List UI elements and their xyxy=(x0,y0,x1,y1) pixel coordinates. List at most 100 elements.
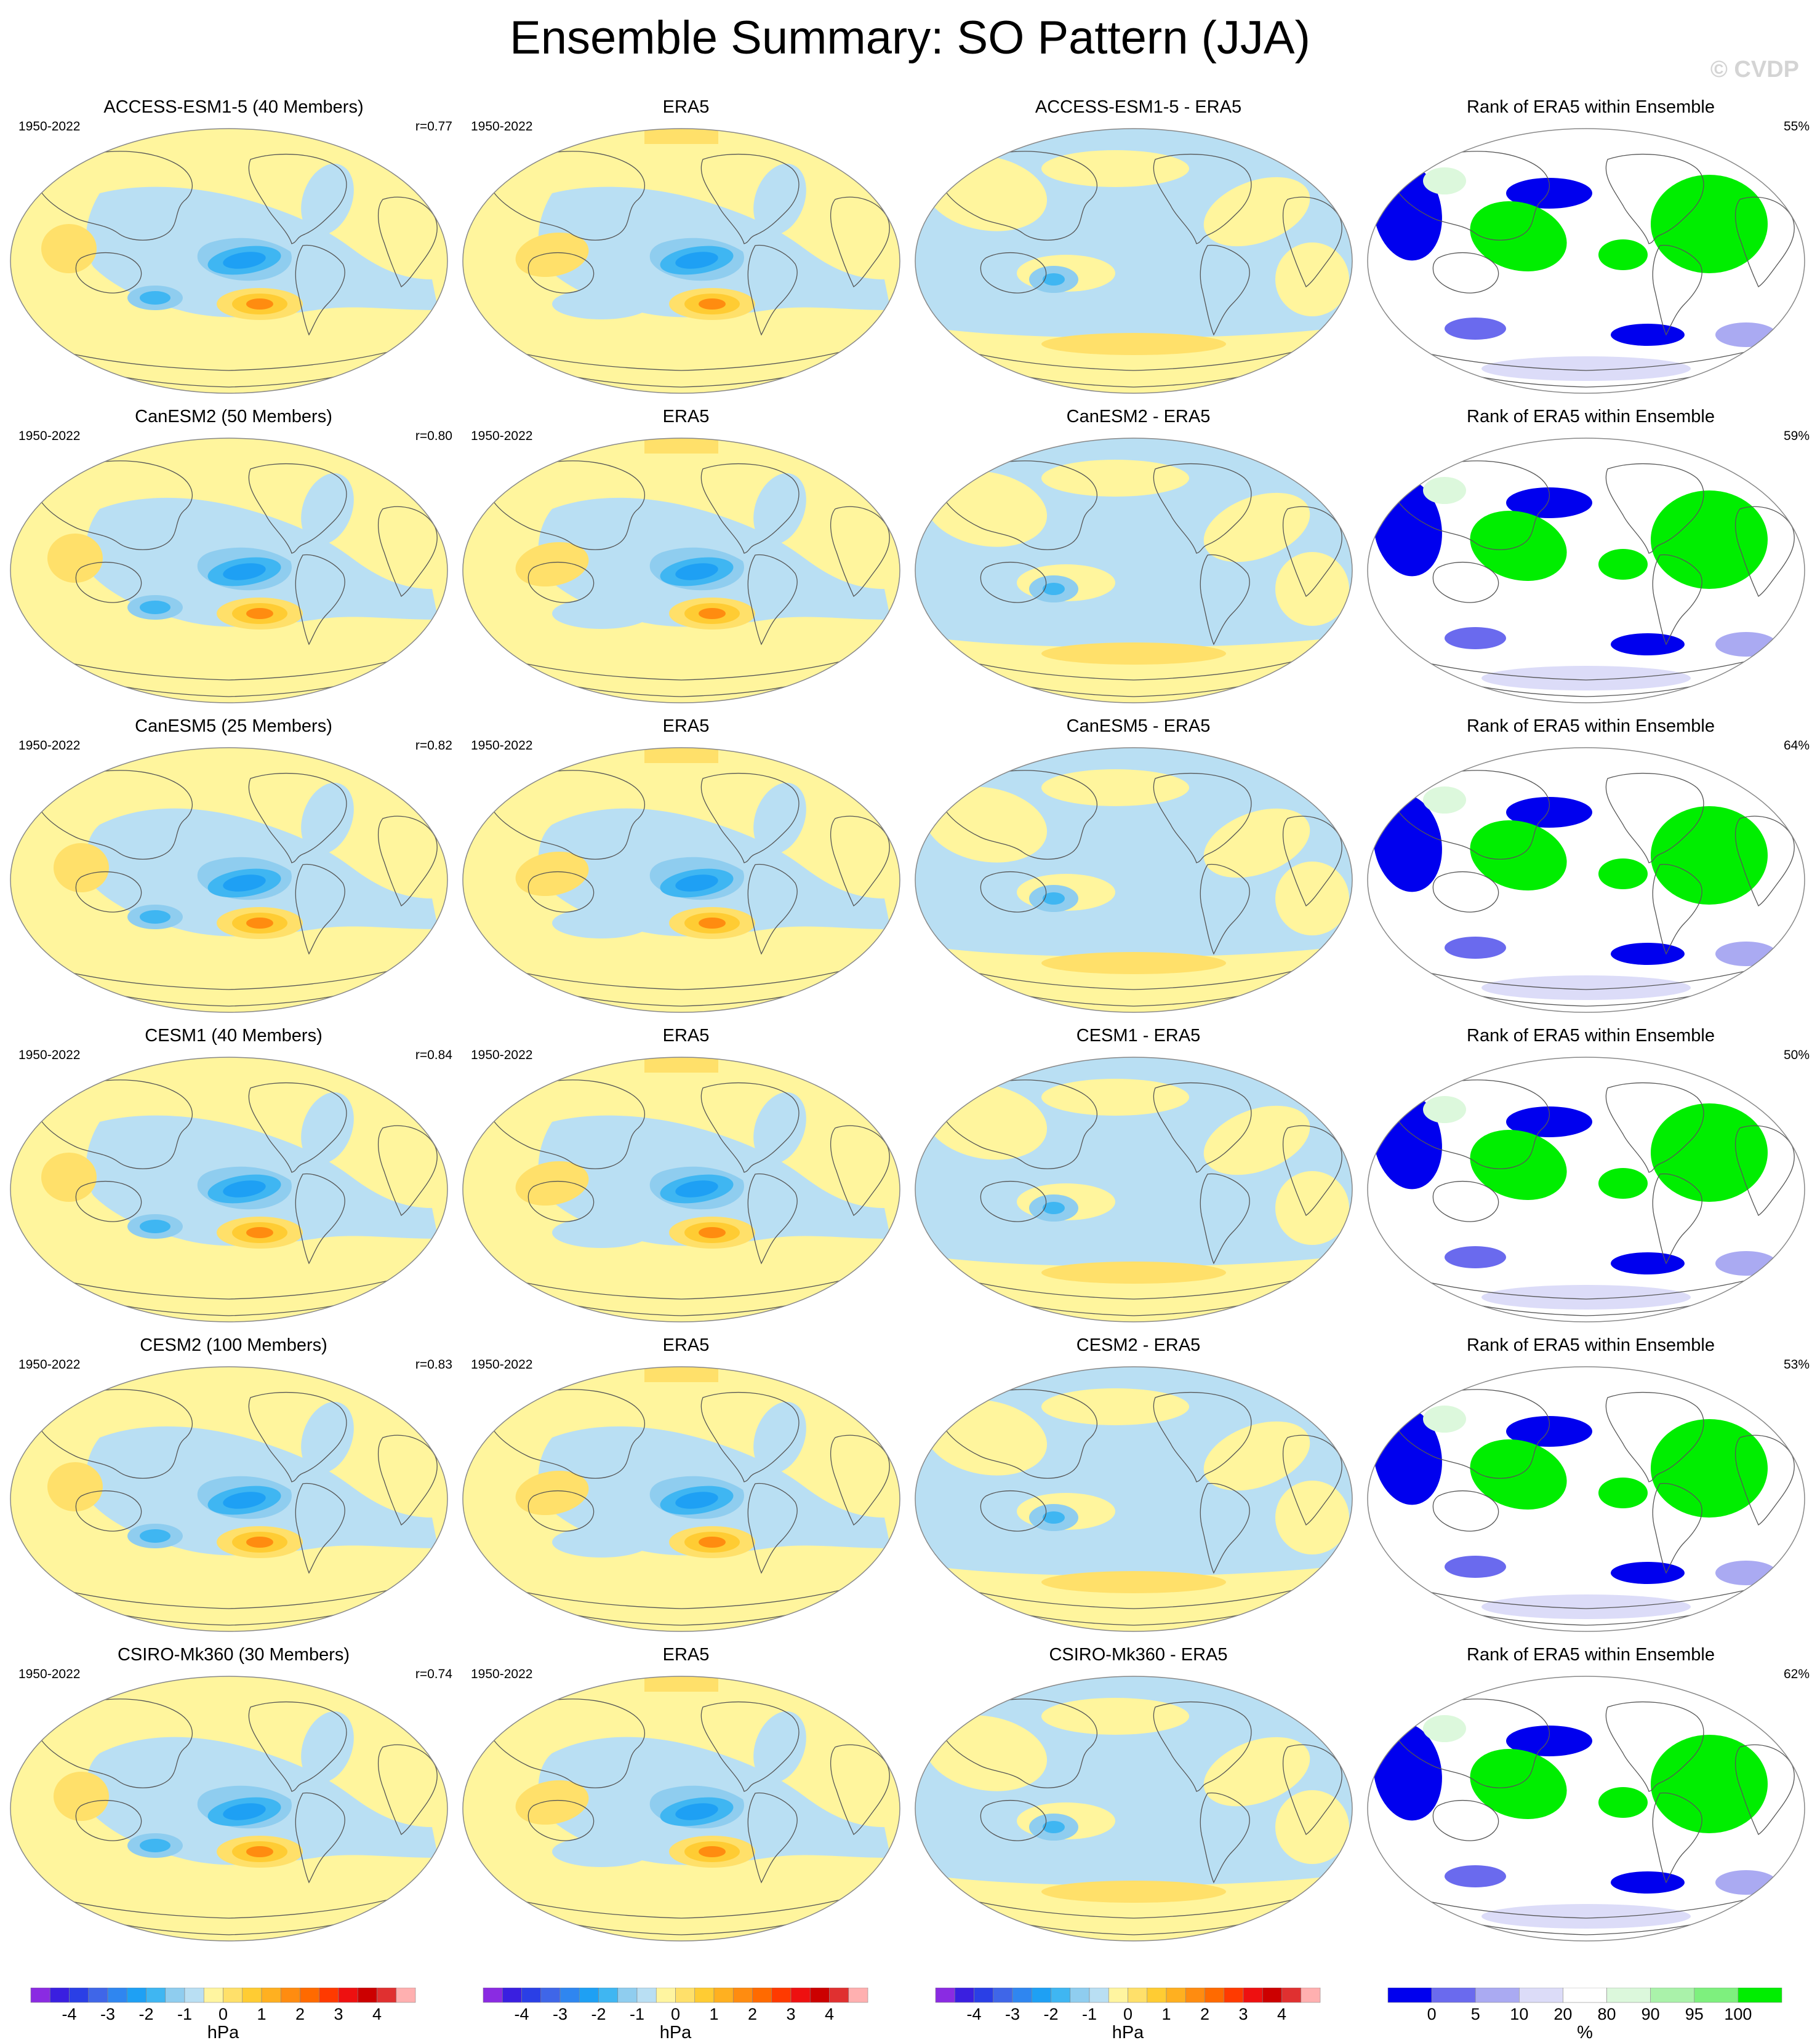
map-2-1 xyxy=(462,747,900,1013)
colorbar-swatch xyxy=(829,1988,849,2003)
colorbar-swatch xyxy=(974,1988,994,2003)
panel-title: Rank of ERA5 within Ensemble xyxy=(1467,1645,1715,1665)
coastline-africa xyxy=(830,506,890,597)
coastline-namerica xyxy=(1605,463,1704,554)
colorbar-swatch xyxy=(771,1988,792,2003)
coastline-samerica xyxy=(747,554,798,646)
colorbar-swatch xyxy=(1519,1988,1563,2003)
coastline-asia xyxy=(489,460,645,550)
coastline-samerica xyxy=(1200,1173,1250,1265)
colorbar-swatch xyxy=(1166,1988,1186,2003)
panel-title: ERA5 xyxy=(662,1645,710,1665)
coastline-namerica xyxy=(700,463,800,554)
colorbar-swatch xyxy=(559,1988,580,2003)
colorbar-swatch xyxy=(146,1988,166,2003)
coastline-namerica xyxy=(700,1701,800,1792)
map-0-0 xyxy=(10,128,448,394)
colorbar-swatch xyxy=(1281,1988,1302,2003)
panel-period: 1950-2022 xyxy=(18,429,81,443)
panel-row: CanESM5 (25 Members) 1950-2022 r=0.82 ERA5 1… xyxy=(0,716,1820,1027)
colorbar-swatch xyxy=(1431,1988,1476,2003)
colorbar-swatch xyxy=(1475,1988,1520,2003)
colorbar-swatch xyxy=(579,1988,599,2003)
coastline-africa xyxy=(1282,1125,1342,1216)
coastline-namerica xyxy=(1605,772,1704,863)
map-5-3 xyxy=(1367,1676,1805,1942)
colorbar-tick-label: 4 xyxy=(1277,2005,1286,2023)
colorbar-tick-label: 0 xyxy=(671,2005,680,2023)
colorbar-swatch xyxy=(521,1988,542,2003)
coastline-africa xyxy=(377,1434,438,1526)
coastline-africa xyxy=(1734,1125,1795,1216)
colorbar-swatch xyxy=(694,1988,715,2003)
colorbar-tick-label: 100 xyxy=(1724,2005,1752,2023)
panel-title: Rank of ERA5 within Ensemble xyxy=(1467,97,1715,117)
coastline-asia xyxy=(36,1079,193,1169)
map-panel-obs: ERA5 1950-2022 xyxy=(460,1335,912,1646)
coastline-africa xyxy=(1282,815,1342,906)
coastline-aus xyxy=(1432,871,1499,913)
colorbar-swatch xyxy=(1089,1988,1109,2003)
colorbar-tick-label: 2 xyxy=(295,2005,305,2023)
pattern-correlation: r=0.82 xyxy=(415,738,452,753)
panel-title: ACCESS-ESM1-5 - ERA5 xyxy=(1035,97,1242,117)
coastline-namerica xyxy=(248,1082,347,1173)
colorbar-swatch xyxy=(993,1988,1013,2003)
coastline-namerica xyxy=(700,772,800,863)
coastline-namerica xyxy=(1605,1701,1704,1792)
panel-period: 1950-2022 xyxy=(18,1667,81,1681)
colorbar-swatch xyxy=(1243,1988,1263,2003)
colorbar-swatch xyxy=(1694,1988,1739,2003)
pattern-correlation: r=0.74 xyxy=(415,1667,452,1681)
colorbar-unit: hPa xyxy=(207,2023,239,2040)
panel-title: Rank of ERA5 within Ensemble xyxy=(1467,1335,1715,1355)
colorbar-swatch xyxy=(165,1988,185,2003)
coastline-aus xyxy=(527,871,595,913)
coastline-samerica xyxy=(1652,863,1702,955)
rank-percent: 53% xyxy=(1783,1358,1810,1372)
colorbar-rank: 0 5 10 20 80 90 95 100% xyxy=(1387,1988,1782,2040)
coastline-samerica xyxy=(1200,863,1250,955)
map-panel-model: CESM1 (40 Members) 1950-2022 r=0.84 xyxy=(7,1026,460,1337)
panel-period: 1950-2022 xyxy=(18,1048,81,1062)
coastline-africa xyxy=(377,196,438,287)
page-title: Ensemble Summary: SO Pattern (JJA) xyxy=(510,12,1310,64)
panel-period: 1950-2022 xyxy=(471,1358,533,1372)
coastline-asia xyxy=(941,1389,1097,1479)
map-panel-obs: ERA5 1950-2022 xyxy=(460,407,912,718)
coastline-aus xyxy=(527,561,595,603)
rank-percent: 50% xyxy=(1783,1048,1810,1062)
map-panel-model: CESM2 (100 Members) 1950-2022 r=0.83 xyxy=(7,1335,460,1646)
coastline-asia xyxy=(1393,770,1550,860)
colorbar-tick-label: 10 xyxy=(1510,2005,1528,2023)
colorbar-tick-label: 1 xyxy=(1161,2005,1171,2023)
coastline-namerica xyxy=(1605,1391,1704,1482)
coastline-namerica xyxy=(1153,1701,1252,1792)
colorbar-swatch xyxy=(1650,1988,1695,2003)
map-panel-rank: Rank of ERA5 within Ensemble 50% xyxy=(1365,1026,1817,1337)
map-panel-diff: CanESM2 - ERA5 xyxy=(912,407,1365,718)
coastline-asia xyxy=(36,770,193,860)
panel-period: 1950-2022 xyxy=(471,738,533,753)
colorbar-swatch xyxy=(1301,1988,1321,2003)
coastline-samerica xyxy=(1200,244,1250,336)
colorbar-swatch xyxy=(483,1988,503,2003)
coastline-namerica xyxy=(1153,1082,1252,1173)
coastline-namerica xyxy=(248,772,347,863)
colorbar-swatch xyxy=(1205,1988,1225,2003)
colorbar-swatch xyxy=(954,1988,974,2003)
colorbar-swatch xyxy=(1738,1988,1782,2003)
coastline-africa xyxy=(1282,196,1342,287)
colorbar-tick-label: -4 xyxy=(966,2005,981,2023)
map-1-0 xyxy=(10,438,448,703)
map-panel-rank: Rank of ERA5 within Ensemble 62% xyxy=(1365,1645,1817,1956)
colorbar-swatch xyxy=(30,1988,50,2003)
panel-period: 1950-2022 xyxy=(471,1048,533,1062)
coastline-samerica xyxy=(295,1173,345,1265)
panel-title: ERA5 xyxy=(662,716,710,736)
map-1-2 xyxy=(915,438,1353,703)
colorbar-swatch xyxy=(1051,1988,1071,2003)
coastline-namerica xyxy=(1153,153,1252,244)
colorbar-swatch xyxy=(1147,1988,1167,2003)
coastline-aus xyxy=(527,1180,595,1222)
